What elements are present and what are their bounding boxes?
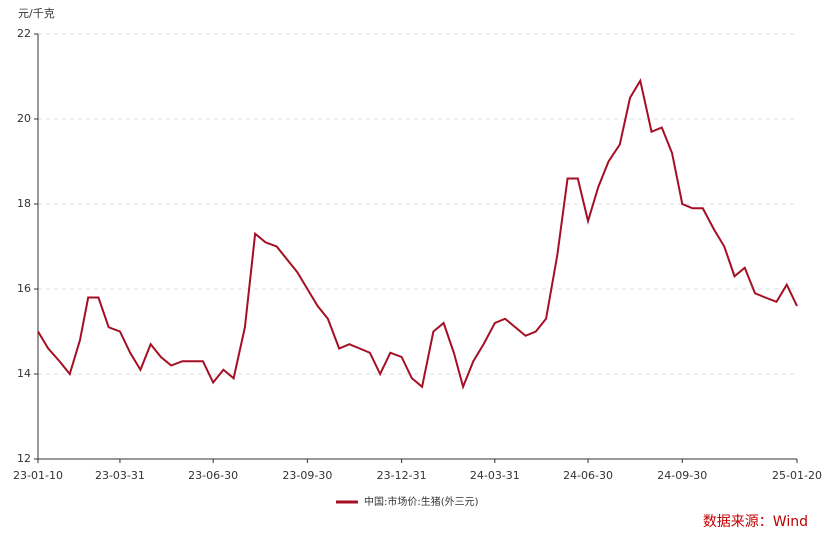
y-tick-label: 16 bbox=[17, 282, 31, 295]
line bbox=[37, 78, 798, 390]
x-tick-label: 23-03-31 bbox=[95, 469, 145, 482]
y-tick-label: 14 bbox=[17, 367, 31, 380]
x-tick-label: 23-12-31 bbox=[377, 469, 427, 482]
source: 数据来源：Wind bbox=[703, 514, 808, 530]
x-tick-label: 23-09-30 bbox=[282, 469, 332, 482]
y-axis-label: 元/千克 bbox=[18, 7, 55, 20]
x-tick-label: 24-09-30 bbox=[657, 469, 707, 482]
y-tick-label: 22 bbox=[17, 27, 31, 40]
y-tick-label: 12 bbox=[17, 452, 31, 465]
y-tick-label: 18 bbox=[17, 197, 31, 210]
legend-label: 中国:市场价:生猪(外三元) bbox=[364, 495, 479, 508]
x-tick-label: 25-01-20 bbox=[772, 469, 822, 482]
x-tick-label: 23-01-10 bbox=[13, 469, 63, 482]
x-tick-label: 24-06-30 bbox=[563, 469, 613, 482]
y-tick-label: 20 bbox=[17, 112, 31, 125]
x-tick-label: 23-06-30 bbox=[188, 469, 238, 482]
x-tick-label: 24-03-31 bbox=[470, 469, 520, 482]
